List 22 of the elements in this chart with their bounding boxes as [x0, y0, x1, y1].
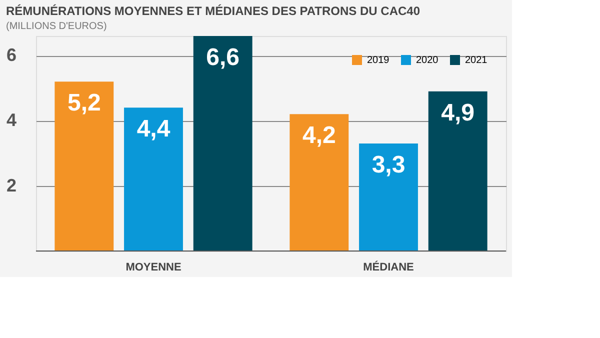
x-tick-label: MÉDIANE — [363, 260, 414, 274]
y-tick-label: 2 — [6, 175, 16, 196]
data-label: 4,9 — [441, 99, 475, 126]
data-label: 6,6 — [206, 44, 240, 71]
y-tick-label: 4 — [6, 110, 16, 130]
data-label: 4,2 — [302, 122, 336, 150]
data-label: 5,2 — [67, 90, 101, 117]
y-tick-label: 6 — [6, 45, 16, 66]
bar — [359, 144, 418, 251]
legend-label: 2021 — [465, 55, 488, 66]
data-label: 3,3 — [372, 152, 406, 178]
legend-label: 2019 — [367, 55, 390, 66]
chart-title: RÉMUNÉRATIONS MOYENNES ET MÉDIANES DES PATRONS DU CAC40 — [6, 4, 420, 18]
x-tick-label: MOYENNE — [126, 262, 182, 274]
legend-label: 2020 — [416, 55, 439, 66]
bar — [193, 36, 252, 251]
chart-subtitle: (MILLIONS D'EUROS) — [6, 21, 107, 32]
data-label: 4,4 — [136, 116, 171, 143]
bar — [290, 114, 349, 251]
bar — [428, 91, 488, 251]
bar — [54, 82, 114, 251]
bar — [124, 108, 183, 251]
